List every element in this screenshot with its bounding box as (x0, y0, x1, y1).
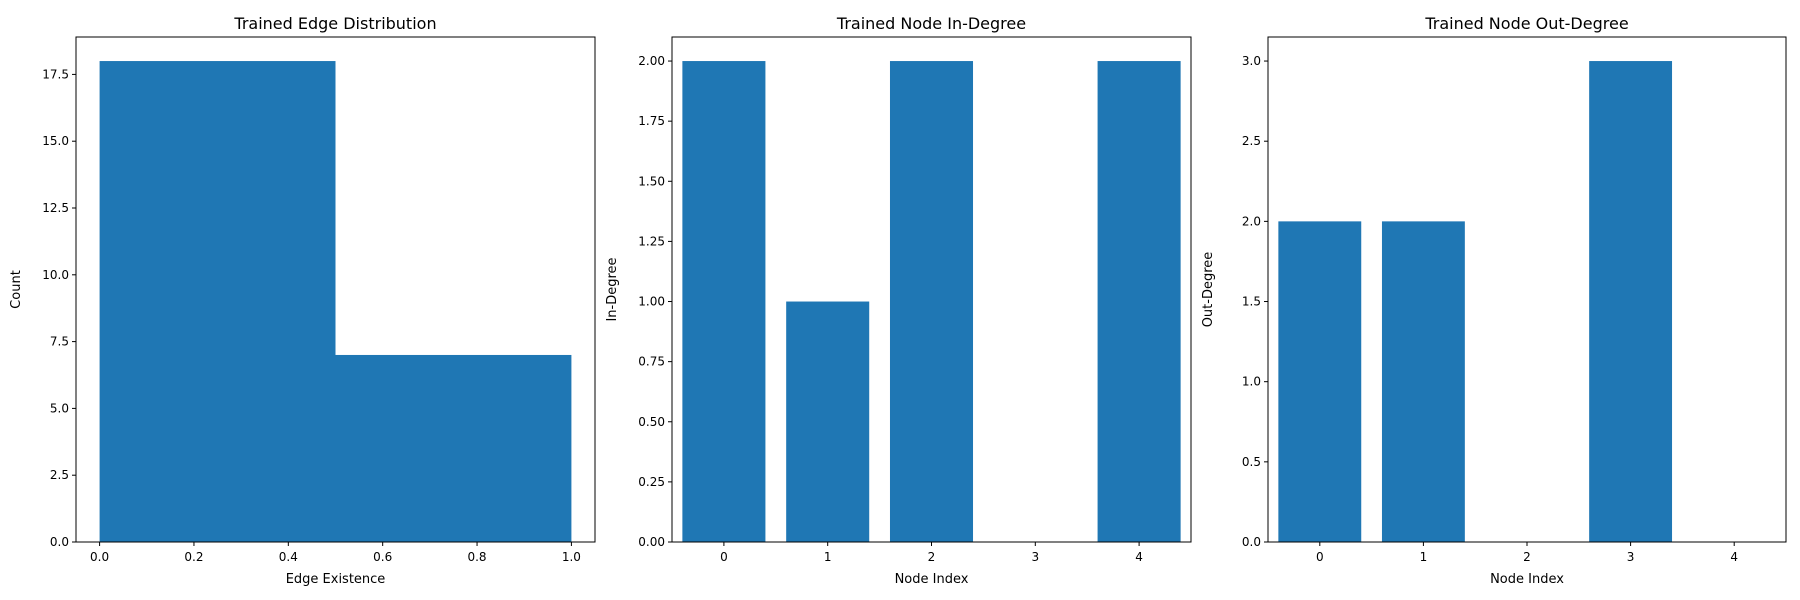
x-tick-label: 4 (1730, 550, 1738, 564)
chart-title: Trained Node In-Degree (836, 14, 1026, 33)
y-tick-label: 1.25 (638, 234, 665, 248)
x-tick-label: 1.0 (562, 550, 581, 564)
y-axis-label: Out-Degree (1201, 252, 1216, 328)
x-tick-label: 0.8 (467, 550, 486, 564)
y-tick-label: 1.0 (1242, 375, 1261, 389)
bar-node-0 (1278, 221, 1362, 542)
x-tick-label: 0.6 (373, 550, 392, 564)
histogram-bar-1 (335, 354, 572, 542)
chart-title: Trained Edge Distribution (233, 14, 436, 33)
histogram-bar-0 (99, 61, 336, 543)
y-tick-label: 17.5 (42, 67, 69, 81)
x-tick-label: 0 (720, 550, 728, 564)
y-tick-label: 0.50 (638, 415, 665, 429)
x-tick-label: 0.2 (184, 550, 203, 564)
chart-in-degree: 0 1 2 3 4 0.00 0.25 0.50 0.75 1.00 1.25 1.50 1.75 2.0… (605, 14, 1192, 587)
y-tick-label: 0.5 (1242, 455, 1261, 469)
y-tick-label: 10.0 (42, 268, 69, 282)
bar-node-4 (1097, 61, 1181, 543)
y-tick-label: 1.75 (638, 114, 665, 128)
y-axis-label: Count (9, 270, 24, 309)
x-tick-label: 3 (1031, 550, 1039, 564)
x-tick-label: 0.4 (279, 550, 298, 564)
x-tick-label: 3 (1627, 550, 1635, 564)
y-tick-label: 0.25 (638, 475, 665, 489)
x-tick-label: 0.0 (90, 550, 109, 564)
y-tick-label: 1.50 (638, 174, 665, 188)
x-axis-label: Node Index (1490, 572, 1564, 587)
bar-node-3 (1589, 61, 1673, 543)
bar-node-2 (889, 61, 974, 543)
y-tick-label: 2.00 (638, 54, 665, 68)
y-tick-label: 0.0 (50, 535, 69, 549)
x-tick-label: 0 (1316, 550, 1324, 564)
y-tick-label: 2.0 (1242, 214, 1261, 228)
bar-node-1 (786, 301, 870, 542)
axes-frame (75, 36, 596, 543)
y-axis-label: In-Degree (605, 257, 620, 321)
y-tick-label: 15.0 (42, 134, 69, 148)
y-tick-label: 5.0 (50, 401, 69, 415)
chart-title: Trained Node Out-Degree (1424, 14, 1628, 33)
y-tick-label: 12.5 (42, 201, 69, 215)
y-tick-label: 2.5 (50, 468, 69, 482)
y-tick-label: 1.5 (1242, 295, 1261, 309)
y-tick-label: 3.0 (1242, 54, 1261, 68)
chart-out-degree: 0 1 2 3 4 0.0 0.5 1.0 1.5 2.0 2.5 3.0 Trained Node O… (1201, 14, 1787, 587)
x-tick-label: 4 (1135, 550, 1143, 564)
chart-edge-distribution: 0.0 0.2 0.4 0.6 0.8 1.0 0.0 2.5 5.0 7.5 10.0 12.5 15… (9, 14, 596, 587)
y-tick-label: 7.5 (50, 335, 69, 349)
x-tick-label: 1 (824, 550, 832, 564)
x-tick-label: 2 (1523, 550, 1531, 564)
y-tick-label: 0.75 (638, 355, 665, 369)
x-axis-label: Node Index (895, 572, 969, 587)
x-tick-label: 1 (1420, 550, 1428, 564)
y-tick-label: 0.00 (638, 535, 665, 549)
bar-node-1 (1381, 221, 1465, 542)
y-tick-label: 1.00 (638, 295, 665, 309)
x-axis-label: Edge Existence (286, 572, 386, 587)
bar-node-0 (682, 61, 766, 543)
x-tick-label: 2 (928, 550, 936, 564)
y-tick-label: 2.5 (1242, 134, 1261, 148)
y-tick-label: 0.0 (1242, 535, 1261, 549)
